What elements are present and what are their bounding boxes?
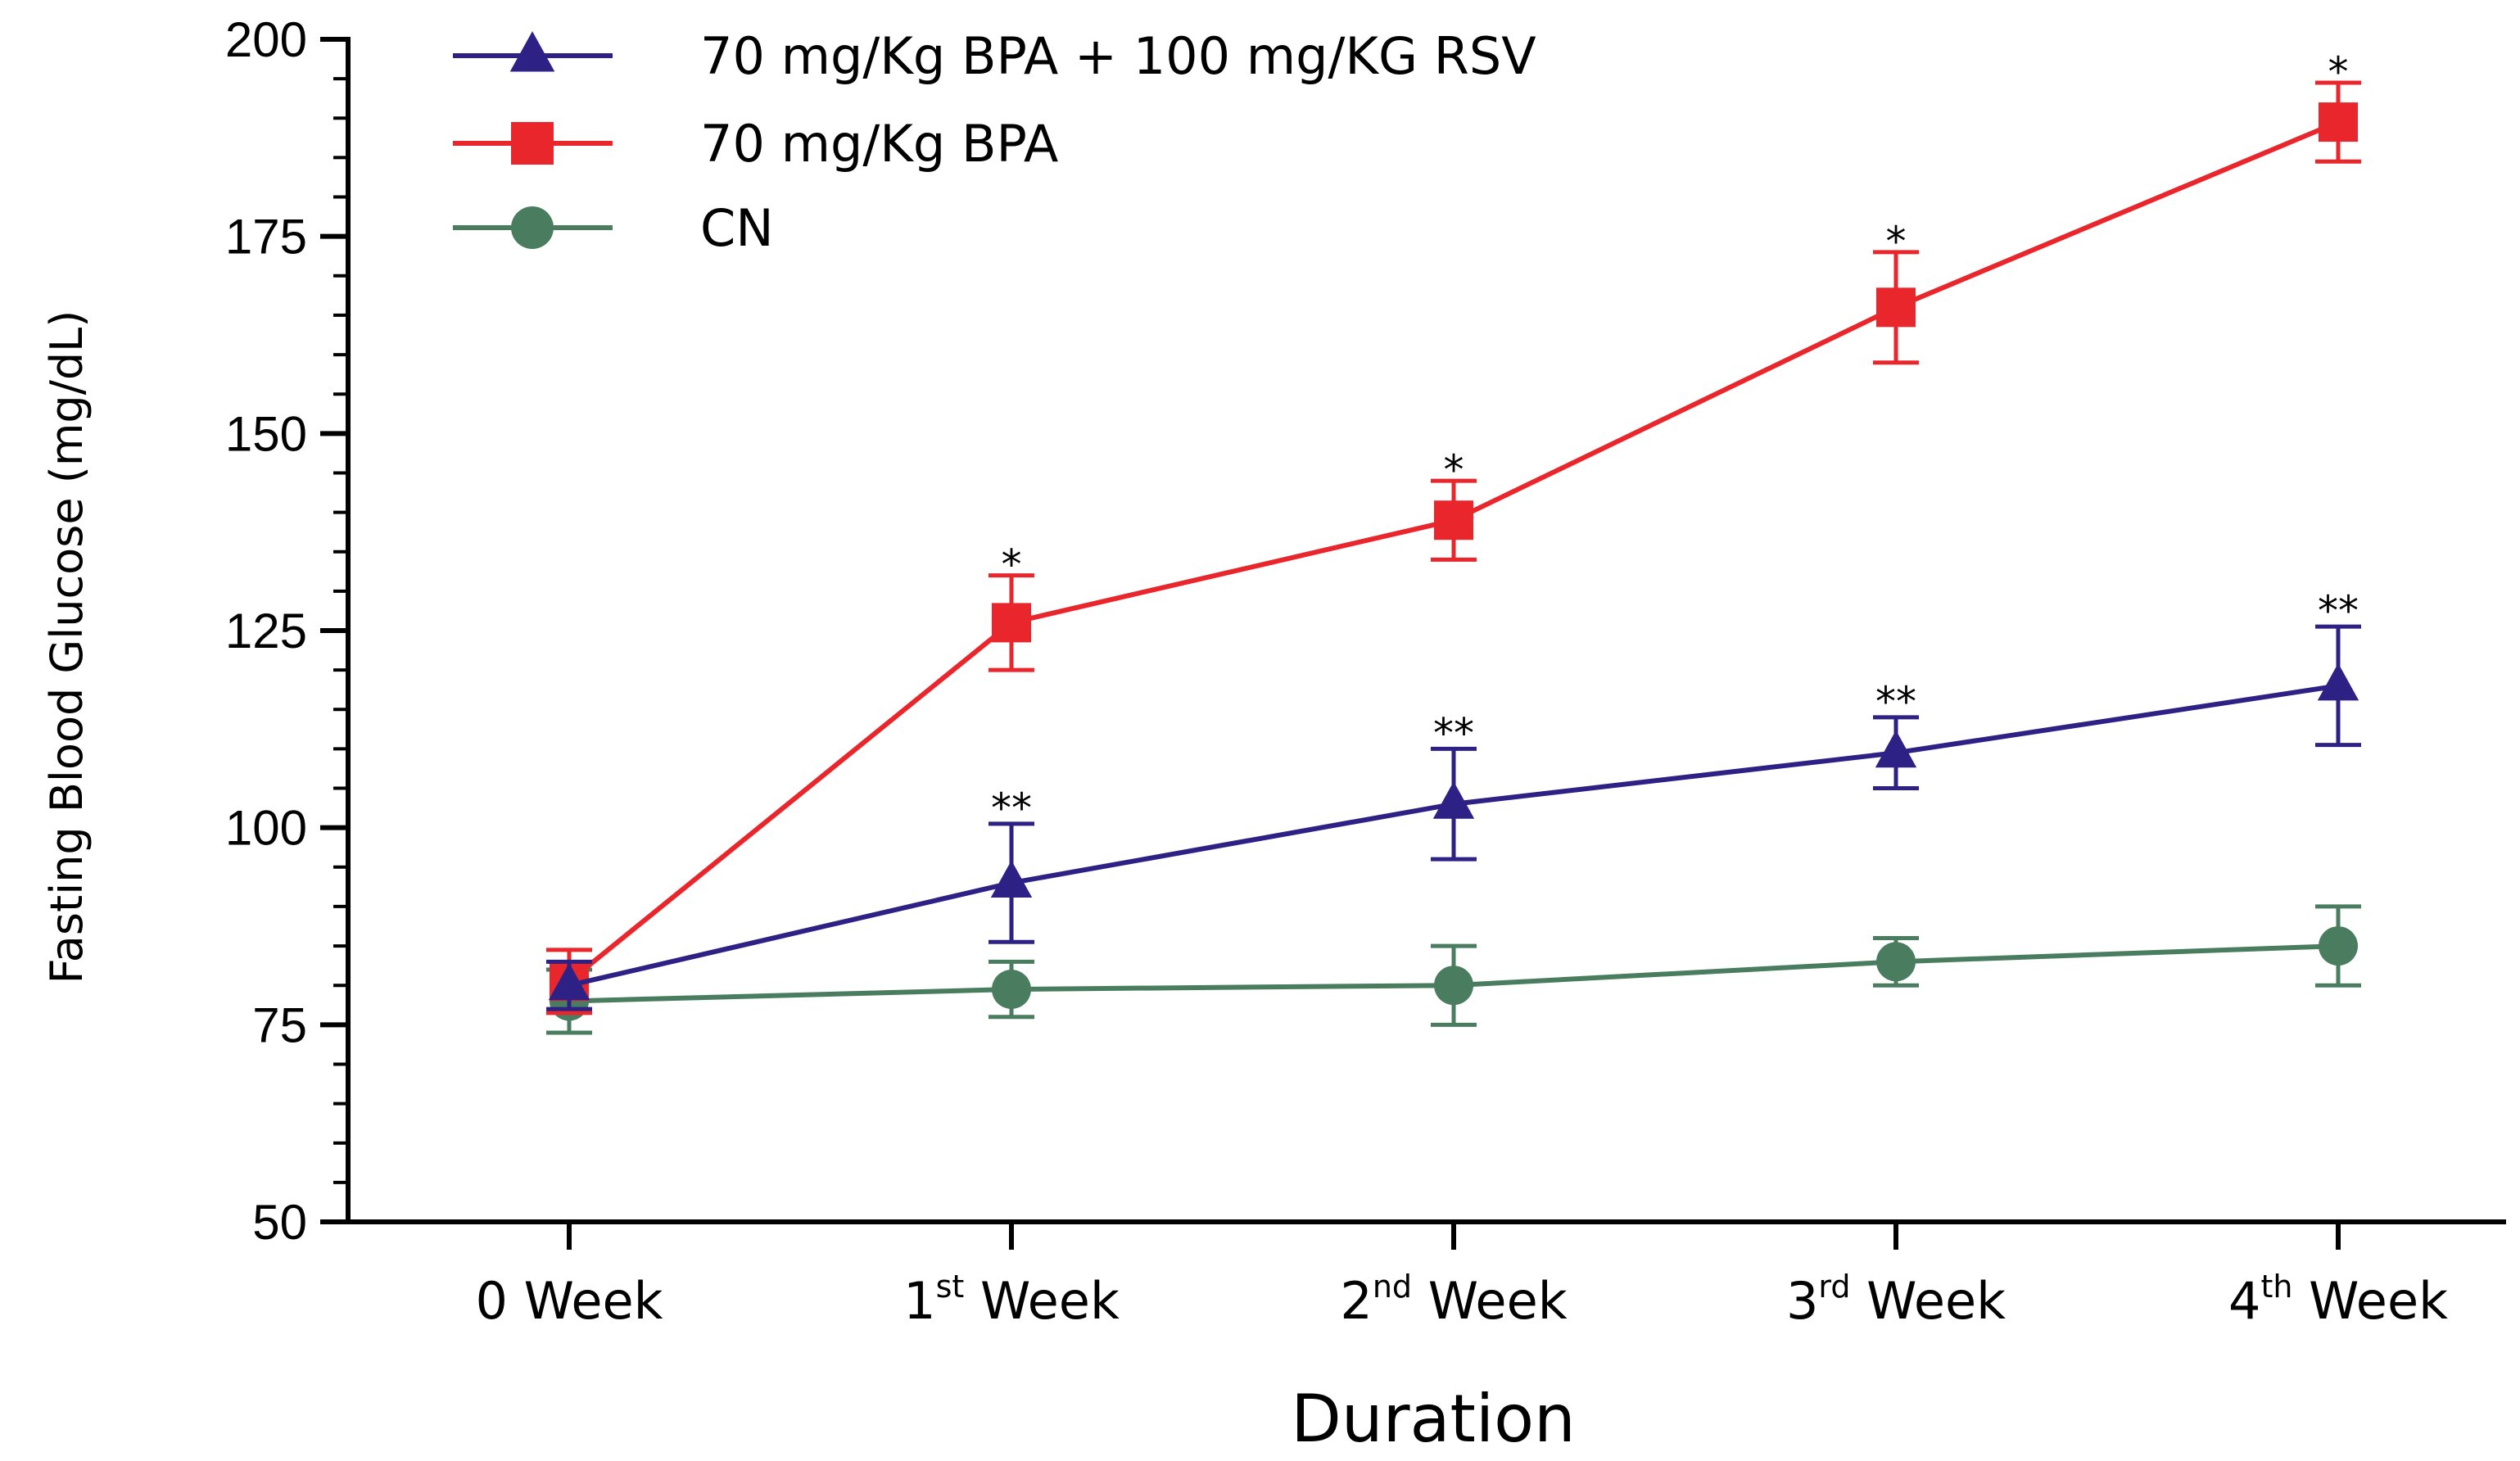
legend-marker — [511, 206, 554, 249]
data-point — [1876, 287, 1916, 328]
significance-label: ** — [991, 785, 1032, 832]
y-tick-label: 75 — [252, 997, 307, 1052]
data-point — [992, 603, 1031, 643]
data-point — [1432, 781, 1475, 819]
x-axis: 0 Week 1st Week 2nd Week 3rd Week 4th Week — [346, 1219, 2506, 1331]
data-point — [1876, 942, 1916, 982]
x-tick-label: 4th Week — [2228, 1269, 2448, 1331]
data-point — [990, 860, 1033, 898]
legend-entry: CN — [453, 198, 774, 258]
significance-label: * — [2328, 48, 2349, 96]
series-triangle: ** ** ** ** — [546, 587, 2361, 1011]
significance-label: * — [1002, 541, 1022, 589]
x-tick-label: 2nd Week — [1340, 1269, 1567, 1331]
y-tick-label: 150 — [225, 406, 307, 461]
y-tick-label: 50 — [252, 1195, 307, 1250]
legend-label: 70 mg/Kg BPA + 100 mg/KG RSV — [700, 26, 1536, 86]
significance-label: * — [1886, 218, 1907, 265]
significance-label: ** — [1875, 678, 1916, 726]
legend-entry: 70 mg/Kg BPA + 100 mg/KG RSV — [453, 26, 1536, 86]
y-axis-title: Fasting Blood Glucose (mg/dL) — [41, 310, 93, 984]
legend-marker — [509, 31, 555, 72]
data-point — [2319, 926, 2358, 966]
x-tick-label: 3rd Week — [1786, 1269, 2006, 1331]
data-point — [2319, 102, 2358, 142]
significance-label: * — [1444, 446, 1464, 494]
data-point — [992, 970, 1031, 1010]
data-point — [1434, 966, 1473, 1006]
significance-label: ** — [1433, 709, 1474, 757]
data-point — [1875, 730, 1917, 768]
y-tick-label: 200 — [225, 12, 307, 67]
data-point — [1434, 500, 1473, 541]
series-square: **** — [546, 48, 2361, 1015]
series-circle — [546, 904, 2361, 1035]
x-tick-label: 0 Week — [475, 1271, 663, 1331]
x-axis-title: Duration — [1291, 1381, 1575, 1457]
y-tick-label: 175 — [225, 210, 307, 265]
data-point — [2317, 663, 2359, 701]
data-point — [548, 962, 590, 1001]
legend-label: CN — [700, 198, 774, 258]
legend-marker — [511, 122, 554, 165]
legend-label: 70 mg/Kg BPA — [700, 114, 1058, 174]
y-tick-label: 100 — [225, 801, 307, 856]
legend-entry: 70 mg/Kg BPA — [453, 114, 1058, 174]
y-tick-label: 125 — [225, 604, 307, 658]
significance-label: ** — [2318, 587, 2359, 635]
x-tick-label: 1st Week — [903, 1269, 1120, 1331]
series-layer: ************ — [546, 48, 2361, 1035]
y-axis: 50 75 100 125 150 175 200 — [225, 12, 351, 1250]
legend: 70 mg/Kg BPA + 100 mg/KG RSV 70 mg/Kg BPA… — [453, 26, 1536, 258]
